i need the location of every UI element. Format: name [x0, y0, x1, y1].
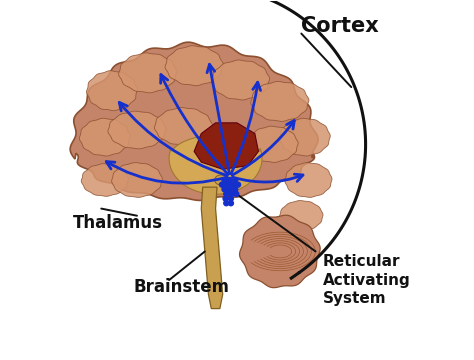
Polygon shape — [280, 201, 323, 231]
Circle shape — [222, 177, 227, 183]
Polygon shape — [118, 53, 177, 93]
Polygon shape — [81, 164, 128, 196]
Polygon shape — [280, 118, 330, 156]
Circle shape — [234, 192, 239, 197]
Polygon shape — [247, 126, 298, 162]
Circle shape — [229, 192, 234, 197]
Circle shape — [228, 196, 233, 201]
Polygon shape — [251, 81, 309, 121]
Polygon shape — [165, 46, 223, 86]
Polygon shape — [70, 42, 318, 201]
Text: Reticular
Activating
System: Reticular Activating System — [323, 254, 410, 306]
Circle shape — [223, 196, 228, 201]
Polygon shape — [169, 135, 262, 194]
Circle shape — [222, 187, 227, 192]
Text: Thalamus: Thalamus — [73, 214, 163, 232]
Polygon shape — [194, 123, 258, 169]
Circle shape — [219, 182, 225, 187]
Polygon shape — [112, 163, 162, 197]
Polygon shape — [155, 108, 212, 145]
Circle shape — [224, 192, 229, 197]
Circle shape — [233, 177, 238, 183]
Polygon shape — [108, 111, 166, 149]
Text: Brainstem: Brainstem — [133, 278, 229, 296]
Circle shape — [230, 182, 235, 187]
Polygon shape — [86, 71, 137, 111]
Circle shape — [228, 187, 232, 192]
Polygon shape — [201, 187, 223, 309]
Circle shape — [225, 182, 230, 187]
Circle shape — [233, 187, 238, 192]
Circle shape — [224, 201, 229, 206]
Ellipse shape — [215, 175, 227, 185]
Circle shape — [228, 201, 233, 206]
Polygon shape — [239, 215, 320, 288]
Polygon shape — [285, 163, 332, 197]
Circle shape — [236, 182, 241, 187]
Polygon shape — [80, 118, 130, 156]
Circle shape — [228, 177, 232, 183]
Text: Cortex: Cortex — [301, 17, 379, 36]
Polygon shape — [211, 60, 270, 100]
